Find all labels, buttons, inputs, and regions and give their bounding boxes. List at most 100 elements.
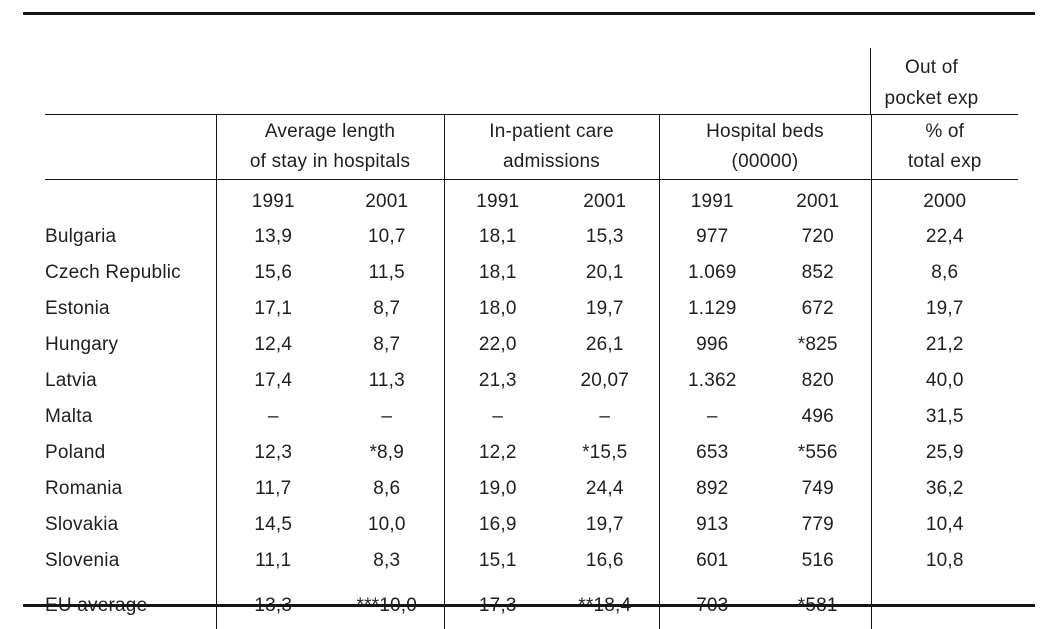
country-cell: Slovakia bbox=[45, 514, 119, 535]
value-cell: 19,7 bbox=[585, 514, 624, 535]
value-cell: 18,1 bbox=[443, 216, 551, 252]
value-cell: 19,0 bbox=[443, 468, 551, 504]
value-cell: 22,4 bbox=[870, 216, 1018, 252]
group-header-line: In-patient care bbox=[489, 121, 614, 142]
value-cell: 20,07 bbox=[580, 370, 630, 391]
value-cell: 31,5 bbox=[870, 396, 1018, 432]
value-cell: 8,7 bbox=[373, 298, 401, 319]
value-cell: *8,9 bbox=[369, 442, 405, 463]
value-cell: – bbox=[381, 406, 393, 427]
value-cell: 10,7 bbox=[367, 226, 406, 247]
value-cell: 11,3 bbox=[368, 370, 405, 391]
value-cell: 8,6 bbox=[373, 478, 401, 499]
group-header-line: admissions bbox=[502, 151, 601, 172]
table-row: Estonia 17,1 8,7 18,0 19,7 1.129 672 19,7 bbox=[45, 288, 1018, 324]
group-header-line: % of bbox=[925, 121, 965, 142]
value-cell: 19,7 bbox=[870, 288, 1018, 324]
value-cell: – bbox=[658, 396, 765, 432]
value-cell: 516 bbox=[801, 550, 834, 571]
value-cell: 19,7 bbox=[585, 298, 624, 319]
value-cell: 17,4 bbox=[215, 360, 330, 396]
value-cell: – bbox=[215, 396, 330, 432]
group-header-line: of stay in hospitals bbox=[249, 151, 411, 172]
top-rule bbox=[23, 12, 1035, 15]
table-row: Poland 12,3 *8,9 12,2 *15,5 653 *556 25,9 bbox=[45, 432, 1018, 468]
value-cell: 12,4 bbox=[215, 324, 330, 360]
value-cell: *581 bbox=[797, 595, 838, 616]
value-cell: 40,0 bbox=[870, 360, 1018, 396]
value-cell: 26,1 bbox=[585, 334, 624, 355]
country-cell: Estonia bbox=[45, 298, 110, 319]
value-cell: 11,5 bbox=[368, 262, 405, 283]
group-header-row: Average length of stay in hospitals In-p… bbox=[45, 114, 1018, 180]
table-row: Slovakia 14,5 10,0 16,9 19,7 913 779 10,4 bbox=[45, 504, 1018, 540]
value-cell: 852 bbox=[801, 262, 834, 283]
corner-cell bbox=[45, 114, 216, 180]
table-row: Malta – – – – – 496 31,5 bbox=[45, 396, 1018, 432]
year-header: 1991 bbox=[658, 179, 765, 216]
value-cell: 36,2 bbox=[870, 468, 1018, 504]
value-cell: 496 bbox=[801, 406, 834, 427]
value-cell: 1.069 bbox=[658, 252, 765, 288]
value-cell: 21,3 bbox=[443, 360, 551, 396]
value-cell: 16,9 bbox=[443, 504, 551, 540]
group-header-line: Hospital beds bbox=[706, 121, 824, 142]
value-cell: 15,3 bbox=[585, 226, 624, 247]
value-cell: – bbox=[870, 576, 1018, 629]
overhang-header-line2: pocket exp bbox=[884, 88, 979, 109]
value-cell: 12,3 bbox=[215, 432, 330, 468]
statistics-table: Average length of stay in hospitals In-p… bbox=[45, 114, 1018, 629]
value-cell: – bbox=[443, 396, 551, 432]
value-cell: 653 bbox=[658, 432, 765, 468]
table-row: Romania 11,7 8,6 19,0 24,4 892 749 36,2 bbox=[45, 468, 1018, 504]
country-cell: Malta bbox=[45, 406, 93, 427]
value-cell: 22,0 bbox=[443, 324, 551, 360]
value-cell: 1.129 bbox=[658, 288, 765, 324]
value-cell: 11,7 bbox=[215, 468, 330, 504]
table-row: Czech Republic 15,6 11,5 18,1 20,1 1.069 852 8,… bbox=[45, 252, 1018, 288]
country-cell: Hungary bbox=[45, 334, 119, 355]
table-row: Hungary 12,4 8,7 22,0 26,1 996 *825 21,2 bbox=[45, 324, 1018, 360]
country-cell: Poland bbox=[45, 442, 106, 463]
table-row: EU average 13,3 ***10,0 17,3 **18,4 703 *581 – bbox=[45, 576, 1018, 629]
year-header: 2001 bbox=[365, 191, 409, 212]
value-cell: 13,9 bbox=[215, 216, 330, 252]
value-cell: 17,3 bbox=[443, 576, 551, 629]
group-header-inpatient: In-patient care admissions bbox=[443, 114, 659, 180]
value-cell: 25,9 bbox=[870, 432, 1018, 468]
country-cell: Romania bbox=[45, 478, 123, 499]
value-cell: 18,1 bbox=[443, 252, 551, 288]
country-cell: Slovenia bbox=[45, 550, 120, 571]
group-header-line: Average length bbox=[264, 121, 396, 142]
bottom-rule bbox=[23, 604, 1035, 607]
value-cell: 672 bbox=[801, 298, 834, 319]
value-cell: 12,2 bbox=[443, 432, 551, 468]
year-header: 1991 bbox=[215, 179, 330, 216]
country-cell: Bulgaria bbox=[45, 226, 117, 247]
value-cell: 18,0 bbox=[443, 288, 551, 324]
value-cell: 13,3 bbox=[215, 576, 330, 629]
year-header: 2000 bbox=[870, 179, 1018, 216]
year-header-empty-cell bbox=[45, 180, 216, 217]
group-header-avg-stay: Average length of stay in hospitals bbox=[215, 114, 444, 180]
table-row: Slovenia 11,1 8,3 15,1 16,6 601 516 10,8 bbox=[45, 540, 1018, 576]
column-divider-extension bbox=[869, 48, 871, 114]
year-header: 1991 bbox=[443, 179, 551, 216]
value-cell: *556 bbox=[797, 442, 838, 463]
value-cell: 892 bbox=[658, 468, 765, 504]
value-cell: 601 bbox=[658, 540, 765, 576]
table-row: Bulgaria 13,9 10,7 18,1 15,3 977 720 22,4 bbox=[45, 216, 1018, 252]
country-cell: EU average bbox=[45, 595, 148, 616]
value-cell: 16,6 bbox=[585, 550, 624, 571]
value-cell: *15,5 bbox=[582, 442, 628, 463]
value-cell: 779 bbox=[801, 514, 834, 535]
year-header: 2001 bbox=[796, 191, 840, 212]
value-cell: 14,5 bbox=[215, 504, 330, 540]
value-cell: 977 bbox=[658, 216, 765, 252]
year-header-row: 1991 2001 1991 2001 1991 2001 2000 bbox=[45, 179, 1018, 217]
value-cell: 24,4 bbox=[585, 478, 624, 499]
value-cell: ***10,0 bbox=[356, 595, 418, 616]
value-cell: 15,1 bbox=[443, 540, 551, 576]
value-cell: 1.362 bbox=[658, 360, 765, 396]
